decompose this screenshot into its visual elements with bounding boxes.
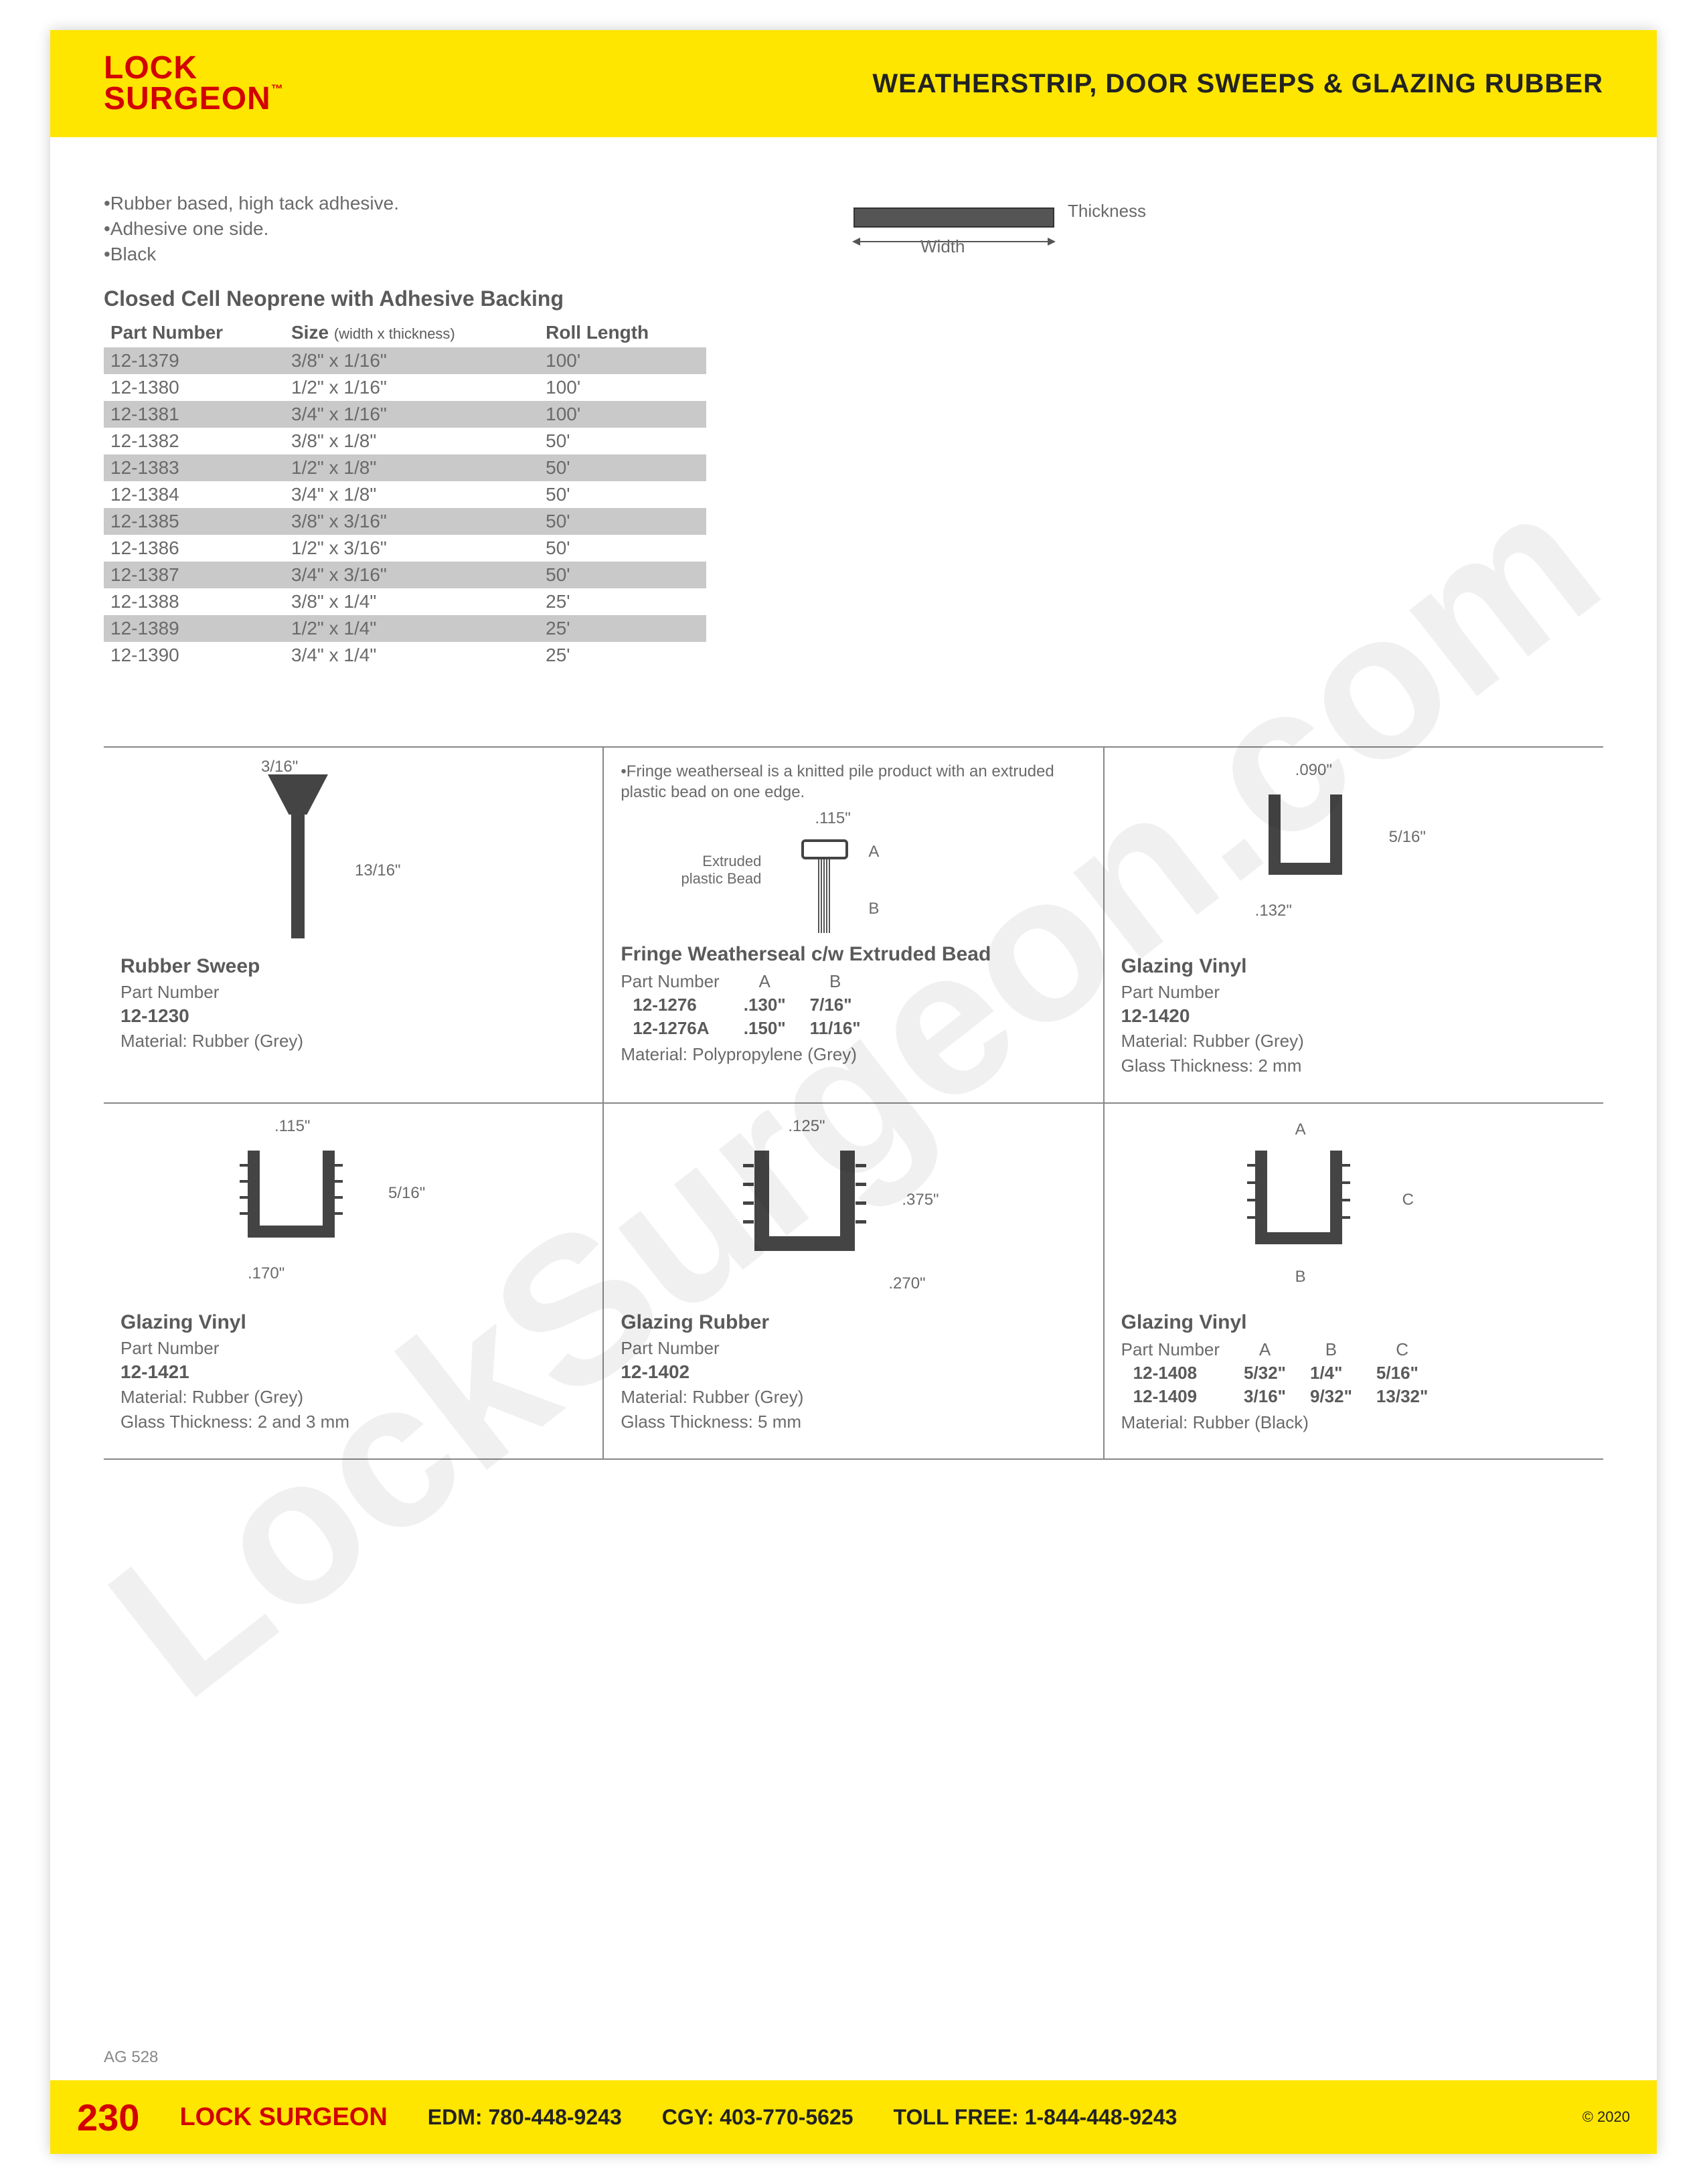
product-title: Fringe Weatherseal c/w Extruded Bead: [621, 943, 1086, 966]
glazing-1420-cell: .090" 5/16" .132" Glazing Vinyl Part Num…: [1105, 748, 1603, 1102]
table-row: 12-13801/2" x 1/16"100': [104, 374, 706, 401]
glazing-1408-table: Part NumberABC 12-14085/32"1/4"5/16" 12-…: [1121, 1338, 1441, 1408]
table-row: 12-13831/2" x 1/8"50': [104, 454, 706, 481]
thickness-label: Thickness: [1068, 201, 1146, 222]
neoprene-title: Closed Cell Neoprene with Adhesive Backi…: [104, 286, 1603, 311]
glazing-1408-cell: A C B Glazing Vinyl Part NumberABC 12-14…: [1105, 1104, 1603, 1458]
fringe-table: Part NumberAB 12-1276.130"7/16" 12-1276A…: [621, 970, 872, 1040]
cross-section-rect: [854, 207, 1054, 228]
product-row-1: 3/16" 13/16" Rubber Sweep Part Number 12…: [104, 748, 1603, 1104]
header-bar: LOCK SURGEON™ WEATHERSTRIP, DOOR SWEEPS …: [50, 30, 1657, 137]
table-row: 12-13891/2" x 1/4"25': [104, 615, 706, 642]
product-title: Glazing Rubber: [621, 1311, 1086, 1334]
width-label: Width: [920, 236, 965, 257]
glazing-1421-cell: .115" 5/16" .170" Glazing Vinyl Part Num…: [104, 1104, 604, 1458]
logo-line1: LOCK: [104, 53, 284, 84]
thickness-diagram: Thickness Width: [787, 184, 1155, 278]
glass-thickness: Glass Thickness: 2 mm: [1121, 1056, 1587, 1076]
product-row-2: .115" 5/16" .170" Glazing Vinyl Part Num…: [104, 1104, 1603, 1460]
content-area: •Rubber based, high tack adhesive. •Adhe…: [104, 191, 1603, 669]
glazing-1408-diagram: A C B: [1121, 1117, 1587, 1305]
product-title: Glazing Vinyl: [120, 1311, 586, 1334]
material: Material: Rubber (Black): [1121, 1412, 1587, 1433]
table-row: 12-13823/8" x 1/8"50': [104, 428, 706, 454]
product-title: Glazing Vinyl: [1121, 1311, 1587, 1334]
glazing-1402-diagram: .125" .375" .270": [621, 1117, 1086, 1305]
table-row: 12-13903/4" x 1/4"25': [104, 642, 706, 669]
table-row: 12-13861/2" x 3/16"50': [104, 535, 706, 562]
u-channel-shape: [248, 1151, 335, 1238]
logo: LOCK SURGEON™: [104, 53, 284, 114]
table-row: 12-13873/4" x 3/16"50': [104, 562, 706, 588]
part-number-label: Part Number: [120, 982, 586, 1003]
neoprene-table: Part Number Size (width x thickness) Rol…: [104, 318, 706, 669]
product-title: Rubber Sweep: [120, 955, 586, 978]
table-row: 12-13843/4" x 1/8"50': [104, 481, 706, 508]
material: Material: Rubber (Grey): [120, 1387, 586, 1408]
part-number-label: Part Number: [1121, 982, 1587, 1003]
glass-thickness: Glass Thickness: 5 mm: [621, 1412, 1086, 1432]
product-title: Glazing Vinyl: [1121, 955, 1587, 978]
footer-brand: LOCK SURGEON: [179, 2103, 387, 2132]
edm-phone: EDM: 780-448-9243: [428, 2105, 622, 2130]
page-container: LOCK SURGEON™ WEATHERSTRIP, DOOR SWEEPS …: [50, 30, 1657, 2154]
glazing-1421-diagram: .115" 5/16" .170": [120, 1117, 586, 1305]
col-roll-length: Roll Length: [539, 318, 706, 347]
fringe-note: •Fringe weatherseal is a knitted pile pr…: [621, 761, 1086, 803]
page-number: 230: [77, 2096, 139, 2139]
cgy-phone: CGY: 403-770-5625: [662, 2105, 854, 2130]
table-row: 12-13793/8" x 1/16"100': [104, 347, 706, 374]
col-size: Size (width x thickness): [284, 318, 539, 347]
part-number-label: Part Number: [120, 1338, 586, 1359]
u-channel-shape: [1255, 1151, 1342, 1244]
pile-shape: [818, 859, 831, 933]
rubber-sweep-cell: 3/16" 13/16" Rubber Sweep Part Number 12…: [104, 748, 604, 1102]
ag-code: AG 528: [104, 2048, 158, 2067]
material: Material: Rubber (Grey): [621, 1387, 1086, 1408]
toll-free-phone: TOLL FREE: 1-844-448-9243: [894, 2105, 1177, 2130]
glazing-1420-diagram: .090" 5/16" .132": [1121, 761, 1587, 948]
glass-thickness: Glass Thickness: 2 and 3 mm: [120, 1412, 586, 1432]
material: Material: Rubber (Grey): [120, 1031, 586, 1052]
fringe-cell: •Fringe weatherseal is a knitted pile pr…: [604, 748, 1104, 1102]
part-number: 12-1420: [1121, 1005, 1587, 1027]
glazing-1402-cell: .125" .375" .270" Glazing Rubber Part Nu…: [604, 1104, 1104, 1458]
part-number: 12-1402: [621, 1361, 1086, 1383]
table-row: 12-13853/8" x 3/16"50': [104, 508, 706, 535]
footer-bar: 230 LOCK SURGEON EDM: 780-448-9243 CGY: …: [50, 2080, 1657, 2154]
u-channel-shape: [754, 1151, 855, 1251]
table-row: 12-13883/8" x 1/4"25': [104, 588, 706, 615]
part-number: 12-1230: [120, 1005, 586, 1027]
part-number: 12-1421: [120, 1361, 586, 1383]
part-number-label: Part Number: [621, 1338, 1086, 1359]
logo-line2: SURGEON™: [104, 84, 284, 114]
col-part-number: Part Number: [104, 318, 284, 347]
fringe-diagram: .115" Extruded plastic Bead A B: [621, 803, 1086, 936]
sweep-shape: [268, 774, 328, 815]
product-grid: 3/16" 13/16" Rubber Sweep Part Number 12…: [104, 746, 1603, 1460]
bead-shape: [801, 839, 848, 859]
material: Material: Polypropylene (Grey): [621, 1044, 1086, 1065]
table-row: 12-13813/4" x 1/16"100': [104, 401, 706, 428]
page-title: WEATHERSTRIP, DOOR SWEEPS & GLAZING RUBB…: [872, 69, 1603, 99]
u-channel-shape: [1269, 794, 1342, 875]
copyright: © 2020: [1582, 2108, 1630, 2126]
material: Material: Rubber (Grey): [1121, 1031, 1587, 1052]
rubber-sweep-diagram: 3/16" 13/16": [120, 761, 586, 948]
